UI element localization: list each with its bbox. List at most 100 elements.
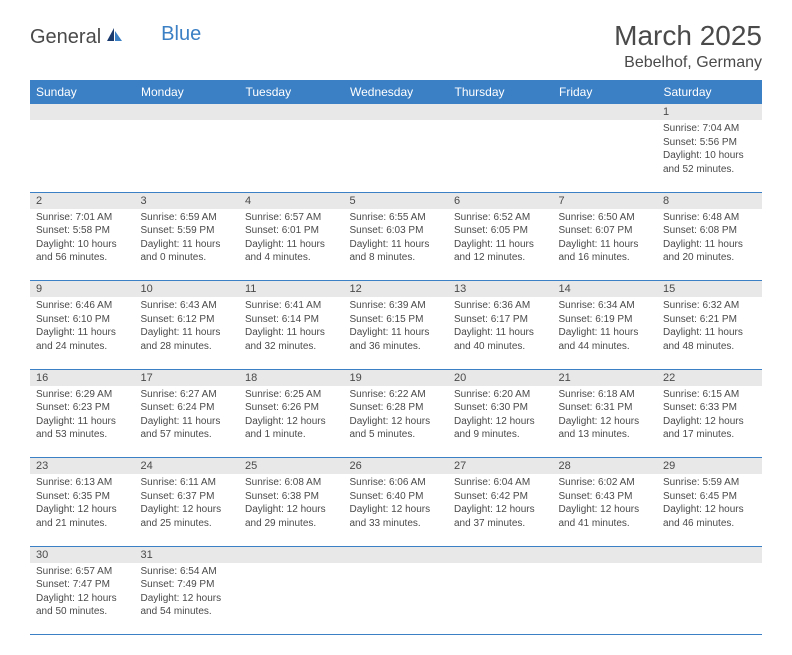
day-number-cell: [344, 546, 449, 563]
daylight-text: Daylight: 12 hours and 33 minutes.: [350, 503, 443, 530]
sunrise-text: Sunrise: 6:15 AM: [663, 388, 756, 402]
sunset-text: Sunset: 6:15 PM: [350, 313, 443, 327]
location: Bebelhof, Germany: [614, 54, 762, 72]
day-number-row: 2345678: [30, 192, 762, 209]
sunrise-text: Sunrise: 6:54 AM: [141, 565, 234, 579]
day-number-cell: 28: [553, 458, 658, 475]
sunrise-text: Sunrise: 6:29 AM: [36, 388, 129, 402]
daylight-text: Daylight: 12 hours and 25 minutes.: [141, 503, 234, 530]
day-cell: Sunrise: 6:18 AMSunset: 6:31 PMDaylight:…: [553, 386, 658, 458]
logo-text-blue: Blue: [161, 23, 201, 46]
day-number-cell: 10: [135, 281, 240, 298]
day-cell: Sunrise: 6:04 AMSunset: 6:42 PMDaylight:…: [448, 474, 553, 546]
sunset-text: Sunset: 6:08 PM: [663, 224, 756, 238]
day-number-cell: 23: [30, 458, 135, 475]
sunset-text: Sunset: 6:30 PM: [454, 401, 547, 415]
daylight-text: Daylight: 12 hours and 54 minutes.: [141, 592, 234, 619]
daylight-text: Daylight: 11 hours and 4 minutes.: [245, 238, 338, 265]
sunset-text: Sunset: 6:43 PM: [559, 490, 652, 504]
day-number-cell: 24: [135, 458, 240, 475]
day-cell: Sunrise: 6:02 AMSunset: 6:43 PMDaylight:…: [553, 474, 658, 546]
day-number-cell: [239, 104, 344, 120]
day-number-cell: 11: [239, 281, 344, 298]
day-number-cell: 20: [448, 369, 553, 386]
sunrise-text: Sunrise: 6:32 AM: [663, 299, 756, 313]
day-number-cell: [553, 546, 658, 563]
day-content-row: Sunrise: 6:57 AMSunset: 7:47 PMDaylight:…: [30, 563, 762, 635]
day-cell: Sunrise: 6:39 AMSunset: 6:15 PMDaylight:…: [344, 297, 449, 369]
day-number-cell: 27: [448, 458, 553, 475]
weekday-header: Friday: [553, 80, 658, 104]
day-number-cell: 16: [30, 369, 135, 386]
day-number-cell: 8: [657, 192, 762, 209]
day-number-row: 9101112131415: [30, 281, 762, 298]
day-cell: Sunrise: 6:54 AMSunset: 7:49 PMDaylight:…: [135, 563, 240, 635]
weekday-header: Tuesday: [239, 80, 344, 104]
sunrise-text: Sunrise: 6:36 AM: [454, 299, 547, 313]
daylight-text: Daylight: 11 hours and 24 minutes.: [36, 326, 129, 353]
day-cell: Sunrise: 6:08 AMSunset: 6:38 PMDaylight:…: [239, 474, 344, 546]
sunset-text: Sunset: 6:21 PM: [663, 313, 756, 327]
sunrise-text: Sunrise: 6:13 AM: [36, 476, 129, 490]
daylight-text: Daylight: 11 hours and 28 minutes.: [141, 326, 234, 353]
calendar-table: SundayMondayTuesdayWednesdayThursdayFrid…: [30, 80, 762, 635]
day-cell: [239, 120, 344, 192]
daylight-text: Daylight: 12 hours and 50 minutes.: [36, 592, 129, 619]
daylight-text: Daylight: 12 hours and 37 minutes.: [454, 503, 547, 530]
sunrise-text: Sunrise: 6:06 AM: [350, 476, 443, 490]
day-cell: [344, 120, 449, 192]
sunrise-text: Sunrise: 6:08 AM: [245, 476, 338, 490]
day-cell: Sunrise: 6:59 AMSunset: 5:59 PMDaylight:…: [135, 209, 240, 281]
daylight-text: Daylight: 12 hours and 1 minute.: [245, 415, 338, 442]
day-cell: Sunrise: 5:59 AMSunset: 6:45 PMDaylight:…: [657, 474, 762, 546]
sunrise-text: Sunrise: 6:48 AM: [663, 211, 756, 225]
daylight-text: Daylight: 10 hours and 52 minutes.: [663, 149, 756, 176]
daylight-text: Daylight: 12 hours and 29 minutes.: [245, 503, 338, 530]
day-number-cell: 22: [657, 369, 762, 386]
sunset-text: Sunset: 6:35 PM: [36, 490, 129, 504]
day-number-cell: 4: [239, 192, 344, 209]
sunset-text: Sunset: 5:58 PM: [36, 224, 129, 238]
day-number-cell: 13: [448, 281, 553, 298]
day-number-cell: [553, 104, 658, 120]
sunset-text: Sunset: 7:47 PM: [36, 578, 129, 592]
sunset-text: Sunset: 6:31 PM: [559, 401, 652, 415]
weekday-header: Saturday: [657, 80, 762, 104]
day-number-cell: 17: [135, 369, 240, 386]
day-cell: Sunrise: 6:20 AMSunset: 6:30 PMDaylight:…: [448, 386, 553, 458]
day-cell: Sunrise: 6:13 AMSunset: 6:35 PMDaylight:…: [30, 474, 135, 546]
day-number-cell: 26: [344, 458, 449, 475]
sunset-text: Sunset: 6:42 PM: [454, 490, 547, 504]
sunset-text: Sunset: 6:05 PM: [454, 224, 547, 238]
daylight-text: Daylight: 11 hours and 12 minutes.: [454, 238, 547, 265]
day-cell: [239, 563, 344, 635]
day-number-cell: [135, 104, 240, 120]
daylight-text: Daylight: 10 hours and 56 minutes.: [36, 238, 129, 265]
header: General Blue March 2025 Bebelhof, German…: [30, 20, 762, 72]
day-number-cell: 30: [30, 546, 135, 563]
sunset-text: Sunset: 5:59 PM: [141, 224, 234, 238]
day-number-cell: [30, 104, 135, 120]
weekday-header: Monday: [135, 80, 240, 104]
day-cell: Sunrise: 6:15 AMSunset: 6:33 PMDaylight:…: [657, 386, 762, 458]
sunrise-text: Sunrise: 6:57 AM: [245, 211, 338, 225]
sunrise-text: Sunrise: 6:34 AM: [559, 299, 652, 313]
sunset-text: Sunset: 6:33 PM: [663, 401, 756, 415]
daylight-text: Daylight: 12 hours and 41 minutes.: [559, 503, 652, 530]
sunrise-text: Sunrise: 6:04 AM: [454, 476, 547, 490]
sunset-text: Sunset: 6:14 PM: [245, 313, 338, 327]
sunrise-text: Sunrise: 6:41 AM: [245, 299, 338, 313]
day-content-row: Sunrise: 6:46 AMSunset: 6:10 PMDaylight:…: [30, 297, 762, 369]
weekday-header: Wednesday: [344, 80, 449, 104]
day-cell: Sunrise: 6:32 AMSunset: 6:21 PMDaylight:…: [657, 297, 762, 369]
daylight-text: Daylight: 12 hours and 13 minutes.: [559, 415, 652, 442]
day-cell: Sunrise: 6:36 AMSunset: 6:17 PMDaylight:…: [448, 297, 553, 369]
day-cell: [135, 120, 240, 192]
sunset-text: Sunset: 5:56 PM: [663, 136, 756, 150]
day-cell: Sunrise: 6:46 AMSunset: 6:10 PMDaylight:…: [30, 297, 135, 369]
sunrise-text: Sunrise: 6:39 AM: [350, 299, 443, 313]
sunrise-text: Sunrise: 6:20 AM: [454, 388, 547, 402]
day-number-row: 3031: [30, 546, 762, 563]
sunrise-text: Sunrise: 7:01 AM: [36, 211, 129, 225]
sunrise-text: Sunrise: 6:55 AM: [350, 211, 443, 225]
